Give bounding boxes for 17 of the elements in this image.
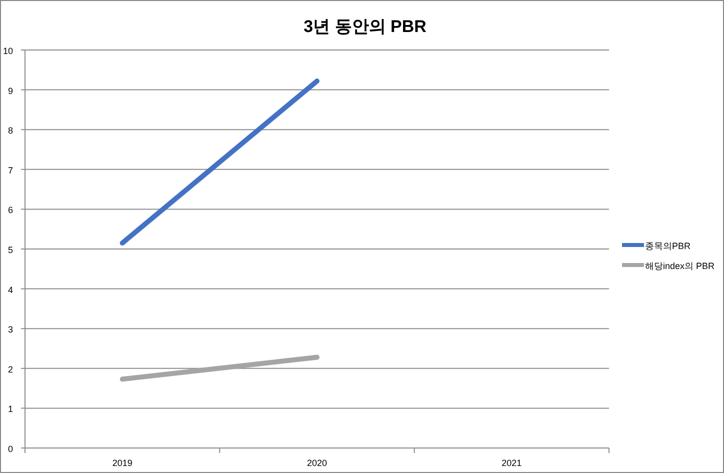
y-tick-label: 0 (8, 444, 13, 454)
y-tick-label: 7 (8, 165, 13, 176)
chart-title: 3년 동안의 PBR (304, 17, 426, 36)
y-tick-label: 3 (8, 324, 13, 335)
legend-label: 종목의PBR (645, 241, 692, 251)
y-tick-label: 4 (8, 284, 13, 295)
x-tick-label: 2021 (502, 458, 522, 468)
y-tick-label: 2 (8, 364, 13, 374)
x-tick-label: 2020 (306, 458, 328, 468)
y-tick-label: 9 (8, 86, 13, 96)
y-tick-label: 10 (2, 46, 13, 56)
y-tick-label: 8 (8, 126, 13, 136)
legend-label: 해당index의 PBR (645, 261, 716, 271)
x-tick-label: 2019 (112, 458, 132, 468)
y-tick-label: 5 (8, 245, 13, 255)
y-tick-label: 1 (8, 404, 13, 414)
y-tick-label: 6 (8, 205, 13, 216)
